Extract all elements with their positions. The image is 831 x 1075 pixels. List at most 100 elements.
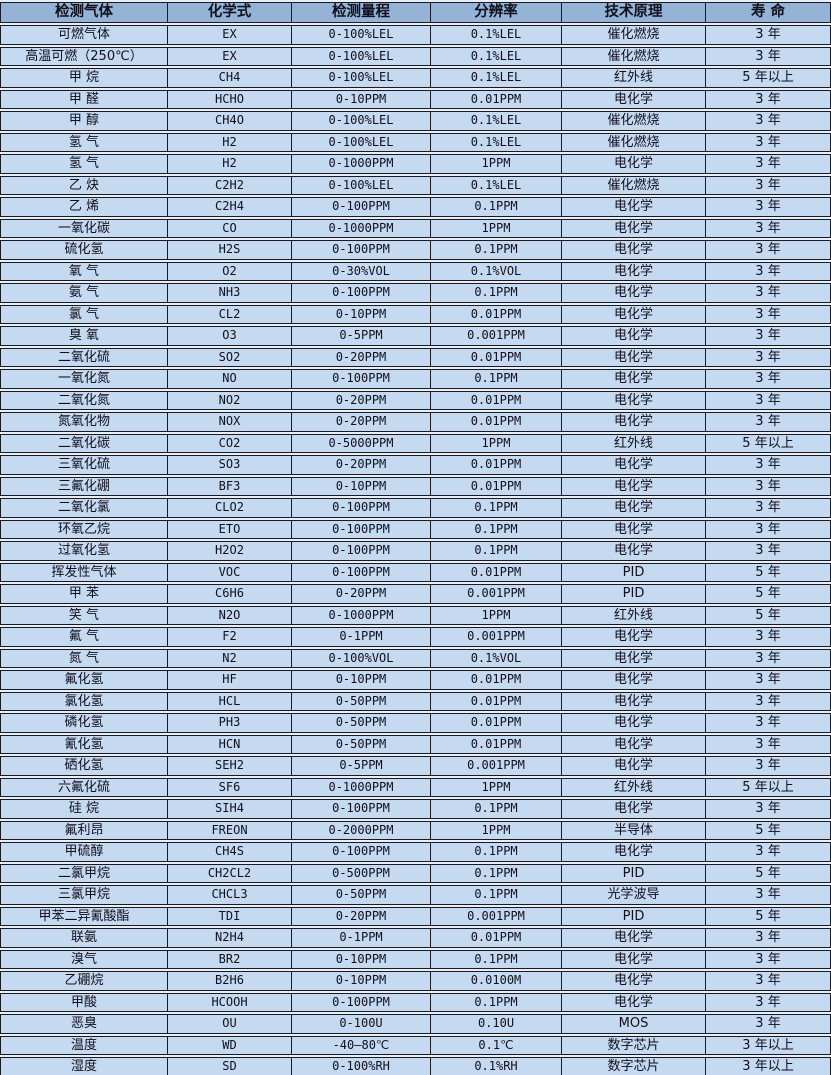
cell-resolution: 0.1PPM <box>431 799 562 819</box>
cell-range: 0-100%LEL <box>292 25 431 45</box>
cell-range: 0-1000PPM <box>292 777 431 797</box>
cell-resolution: 0.1PPM <box>431 949 562 969</box>
cell-lifespan: 3 年 <box>706 734 831 754</box>
cell-range: 0-20PPM <box>292 455 431 475</box>
cell-lifespan: 5 年 <box>706 906 831 926</box>
cell-principle: 电化学 <box>562 691 706 711</box>
cell-resolution: 0.01PPM <box>431 562 562 582</box>
cell-lifespan: 5 年 <box>706 820 831 840</box>
column-header-range: 检测量程 <box>292 2 431 23</box>
table-row: 硒化氢 SEH2 0-5PPM 0.001PPM 电化学 3 年 <box>0 756 831 776</box>
table-row: 二氧化碳 CO2 0-5000PPM 1PPM 红外线 5 年以上 <box>0 433 831 453</box>
cell-principle: 催化燃烧 <box>562 25 706 45</box>
cell-formula: H2O2 <box>168 541 292 561</box>
cell-principle: 红外线 <box>562 777 706 797</box>
cell-principle: 催化燃烧 <box>562 132 706 152</box>
cell-range: 0-1PPM <box>292 928 431 948</box>
cell-principle: 催化燃烧 <box>562 46 706 66</box>
cell-gas-name: 一氧化氮 <box>0 369 168 389</box>
cell-lifespan: 5 年以上 <box>706 777 831 797</box>
cell-lifespan: 3 年 <box>706 627 831 647</box>
cell-lifespan: 5 年 <box>706 605 831 625</box>
cell-resolution: 0.0100M <box>431 971 562 991</box>
cell-principle: 电化学 <box>562 283 706 303</box>
cell-formula: FREON <box>168 820 292 840</box>
cell-resolution: 0.01PPM <box>431 670 562 690</box>
cell-gas-name: 乙 烯 <box>0 197 168 217</box>
cell-formula: N2O <box>168 605 292 625</box>
cell-gas-name: 硅 烷 <box>0 799 168 819</box>
cell-formula: SD <box>168 1057 292 1075</box>
table-row: 湿度 SD 0-100%RH 0.1%RH 数字芯片 3 年以上 <box>0 1057 831 1075</box>
table-row: 氮 气 N2 0-100%VOL 0.1%VOL 电化学 3 年 <box>0 648 831 668</box>
cell-gas-name: 二氧化氮 <box>0 390 168 410</box>
cell-gas-name: 一氧化碳 <box>0 218 168 238</box>
cell-lifespan: 3 年 <box>706 992 831 1012</box>
cell-gas-name: 乙硼烷 <box>0 971 168 991</box>
cell-formula: CHCL3 <box>168 885 292 905</box>
cell-formula: CO <box>168 218 292 238</box>
cell-principle: 电化学 <box>562 218 706 238</box>
cell-principle: 电化学 <box>562 197 706 217</box>
table-row: 甲 苯 C6H6 0-20PPM 0.001PPM PID 5 年 <box>0 584 831 604</box>
cell-gas-name: 六氟化硫 <box>0 777 168 797</box>
cell-resolution: 1PPM <box>431 820 562 840</box>
cell-range: 0-50PPM <box>292 691 431 711</box>
cell-formula: HCHO <box>168 89 292 109</box>
cell-formula: BR2 <box>168 949 292 969</box>
cell-resolution: 0.1%LEL <box>431 68 562 88</box>
cell-range: 0-10PPM <box>292 89 431 109</box>
cell-principle: 电化学 <box>562 304 706 324</box>
cell-resolution: 0.1%VOL <box>431 648 562 668</box>
cell-resolution: 0.01PPM <box>431 476 562 496</box>
cell-gas-name: 氰化氢 <box>0 734 168 754</box>
cell-principle: PID <box>562 863 706 883</box>
cell-formula: PH3 <box>168 713 292 733</box>
table-row: 硅 烷 SIH4 0-100PPM 0.1PPM 电化学 3 年 <box>0 799 831 819</box>
cell-range: 0-500PPM <box>292 863 431 883</box>
cell-formula: NO <box>168 369 292 389</box>
cell-principle: 光学波导 <box>562 885 706 905</box>
cell-principle: 红外线 <box>562 433 706 453</box>
cell-range: 0-100U <box>292 1014 431 1034</box>
cell-formula: HCOOH <box>168 992 292 1012</box>
cell-gas-name: 二氧化氯 <box>0 498 168 518</box>
cell-principle: 数字芯片 <box>562 1035 706 1055</box>
cell-range: 0-50PPM <box>292 885 431 905</box>
table-row: 氢 气 H2 0-1000PPM 1PPM 电化学 3 年 <box>0 154 831 174</box>
cell-range: 0-20PPM <box>292 390 431 410</box>
cell-principle: 电化学 <box>562 455 706 475</box>
table-row: 氮氧化物 NOX 0-20PPM 0.01PPM 电化学 3 年 <box>0 412 831 432</box>
cell-gas-name: 恶臭 <box>0 1014 168 1034</box>
cell-gas-name: 甲酸 <box>0 992 168 1012</box>
table-row: 氨 气 NH3 0-100PPM 0.1PPM 电化学 3 年 <box>0 283 831 303</box>
table-row: 氟利昂 FREON 0-2000PPM 1PPM 半导体 5 年 <box>0 820 831 840</box>
cell-range: 0-100PPM <box>292 842 431 862</box>
table-row: 二氯甲烷 CH2CL2 0-500PPM 0.1PPM PID 5 年 <box>0 863 831 883</box>
cell-formula: NH3 <box>168 283 292 303</box>
table-row: 乙 烯 C2H4 0-100PPM 0.1PPM 电化学 3 年 <box>0 197 831 217</box>
cell-principle: 电化学 <box>562 541 706 561</box>
table-row: 甲酸 HCOOH 0-100PPM 0.1PPM 电化学 3 年 <box>0 992 831 1012</box>
table-row: 二氧化硫 SO2 0-20PPM 0.01PPM 电化学 3 年 <box>0 347 831 367</box>
cell-range: 0-1000PPM <box>292 154 431 174</box>
cell-formula: CL2 <box>168 304 292 324</box>
cell-formula: CLO2 <box>168 498 292 518</box>
cell-formula: H2 <box>168 154 292 174</box>
table-row: 甲硫醇 CH4S 0-100PPM 0.1PPM 电化学 3 年 <box>0 842 831 862</box>
cell-formula: ETO <box>168 519 292 539</box>
cell-gas-name: 甲 醇 <box>0 111 168 131</box>
cell-principle: 数字芯片 <box>562 1057 706 1075</box>
table-row: 甲 醇 CH4O 0-100%LEL 0.1%LEL 催化燃烧 3 年 <box>0 111 831 131</box>
cell-lifespan: 3 年 <box>706 240 831 260</box>
cell-resolution: 0.01PPM <box>431 455 562 475</box>
cell-resolution: 0.1PPM <box>431 498 562 518</box>
cell-resolution: 0.1%RH <box>431 1057 562 1075</box>
cell-resolution: 0.1%LEL <box>431 175 562 195</box>
table-row: 联氨 N2H4 0-1PPM 0.01PPM 电化学 3 年 <box>0 928 831 948</box>
cell-resolution: 0.1PPM <box>431 863 562 883</box>
cell-gas-name: 笑 气 <box>0 605 168 625</box>
table-row: 硫化氢 H2S 0-100PPM 0.1PPM 电化学 3 年 <box>0 240 831 260</box>
cell-range: 0-20PPM <box>292 412 431 432</box>
